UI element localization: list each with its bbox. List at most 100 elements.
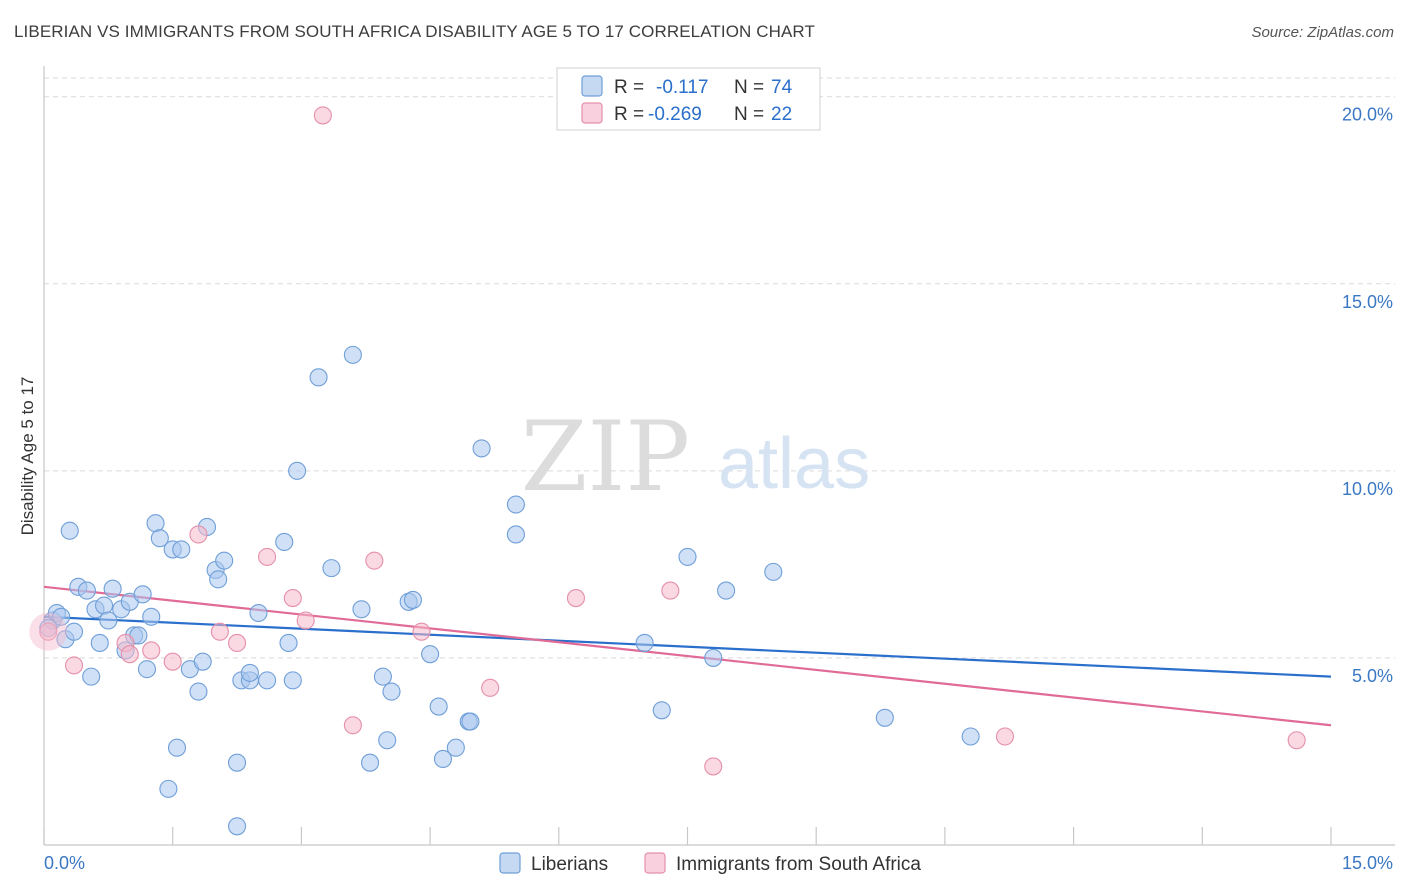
point-liberians [249, 603, 268, 623]
point-liberians [373, 667, 392, 686]
point-liberians [446, 738, 465, 757]
point-south-africa [343, 716, 362, 735]
legend-swatch-south-africa [644, 852, 666, 874]
point-liberians [275, 532, 294, 551]
point-liberians [678, 547, 697, 566]
point-liberians [146, 514, 165, 533]
point-liberians [77, 581, 96, 600]
point-south-africa [365, 551, 384, 570]
grid-lines [44, 77, 1395, 659]
point-south-africa [283, 589, 302, 608]
stats-legend-r-value: -0.269 [648, 104, 702, 125]
point-liberians [142, 607, 161, 626]
watermark-atlas: atlas [718, 424, 870, 504]
point-liberians [378, 731, 397, 750]
trend-line-liberians [43, 615, 1332, 678]
point-south-africa [412, 622, 431, 641]
y-tick-label: 10.0% [1342, 479, 1393, 499]
stats-legend: R = -0.117 N = 74 R = -0.269 N = 22 [556, 67, 821, 131]
y-tick-label: 5.0% [1352, 666, 1393, 686]
point-liberians [764, 562, 783, 581]
point-liberians [652, 701, 671, 720]
point-south-africa [566, 589, 586, 608]
point-south-africa [39, 622, 58, 641]
point-south-africa [210, 622, 229, 641]
trend-line-south-africa [43, 585, 1332, 727]
point-liberians [82, 667, 101, 686]
point-south-africa [258, 547, 277, 566]
point-south-africa [481, 678, 500, 697]
point-liberians [635, 633, 654, 653]
point-south-africa-large [29, 612, 68, 651]
point-liberians [159, 779, 178, 798]
point-liberians [309, 368, 328, 387]
point-liberians [875, 708, 894, 727]
y-tick-label: 15.0% [1342, 292, 1393, 312]
point-south-africa [228, 633, 247, 653]
point-liberians [360, 753, 380, 772]
point-liberians [506, 525, 525, 544]
point-liberians [343, 345, 362, 364]
point-liberians [421, 645, 440, 664]
point-liberians [429, 697, 448, 716]
x-tick-label: 15.0% [1342, 853, 1393, 873]
point-liberians [433, 749, 453, 768]
watermark-zip: ZIP [521, 401, 690, 513]
point-liberians [283, 671, 302, 690]
point-south-africa [995, 727, 1015, 746]
stats-legend-n-label: N = [734, 104, 764, 125]
chart-title: LIBERIAN VS IMMIGRANTS FROM SOUTH AFRICA… [14, 22, 815, 41]
point-south-africa [313, 106, 332, 125]
stats-legend-blue-swatch [581, 75, 603, 97]
point-south-africa [704, 757, 723, 776]
watermark: ZIP atlas [521, 401, 870, 513]
data-points [29, 106, 1306, 836]
point-liberians [228, 817, 247, 836]
point-liberians [322, 559, 341, 578]
series-legend: Liberians Immigrants from South Africa [499, 852, 921, 875]
point-liberians [189, 682, 208, 701]
point-south-africa [661, 581, 680, 600]
stats-legend-r-label: R = [614, 104, 644, 125]
stats-legend-n-value: 74 [771, 77, 793, 98]
point-liberians [103, 579, 122, 598]
point-liberians [288, 461, 307, 480]
point-liberians [133, 585, 152, 604]
legend-label-liberians: Liberians [531, 854, 608, 875]
y-tick-label: 20.0% [1342, 105, 1393, 125]
point-liberians [193, 652, 212, 671]
point-liberians [961, 727, 980, 746]
point-liberians [279, 633, 298, 653]
point-liberians [403, 590, 422, 609]
tick-labels: 5.0% 10.0% 15.0% 20.0% 0.0% 15.0% [44, 105, 1393, 873]
point-liberians [64, 622, 84, 641]
stats-legend-r-label: R = [614, 77, 644, 98]
point-south-africa [142, 641, 161, 660]
point-south-africa [64, 656, 84, 675]
point-south-africa [296, 611, 315, 630]
point-liberians [240, 663, 259, 682]
legend-label-south-africa: Immigrants from South Africa [676, 854, 921, 875]
point-liberians [472, 439, 491, 458]
point-liberians [352, 600, 371, 619]
trend-lines [43, 585, 1332, 727]
stats-legend-r-value: -0.117 [656, 77, 708, 98]
stats-legend-n-label: N = [734, 77, 764, 98]
point-liberians [167, 738, 187, 757]
axes [43, 66, 1395, 846]
point-liberians [382, 682, 401, 701]
point-liberians [215, 551, 234, 570]
point-liberians [506, 495, 525, 514]
point-south-africa [163, 652, 182, 671]
legend-swatch-liberians [499, 852, 521, 874]
point-liberians [461, 712, 480, 731]
stats-legend-pink-swatch [581, 102, 603, 124]
point-liberians [228, 753, 247, 772]
point-liberians [90, 633, 109, 653]
point-liberians [60, 521, 79, 540]
point-south-africa [1287, 731, 1306, 750]
x-tick-label: 0.0% [44, 853, 85, 873]
point-liberians [99, 611, 118, 630]
point-liberians [137, 660, 157, 679]
